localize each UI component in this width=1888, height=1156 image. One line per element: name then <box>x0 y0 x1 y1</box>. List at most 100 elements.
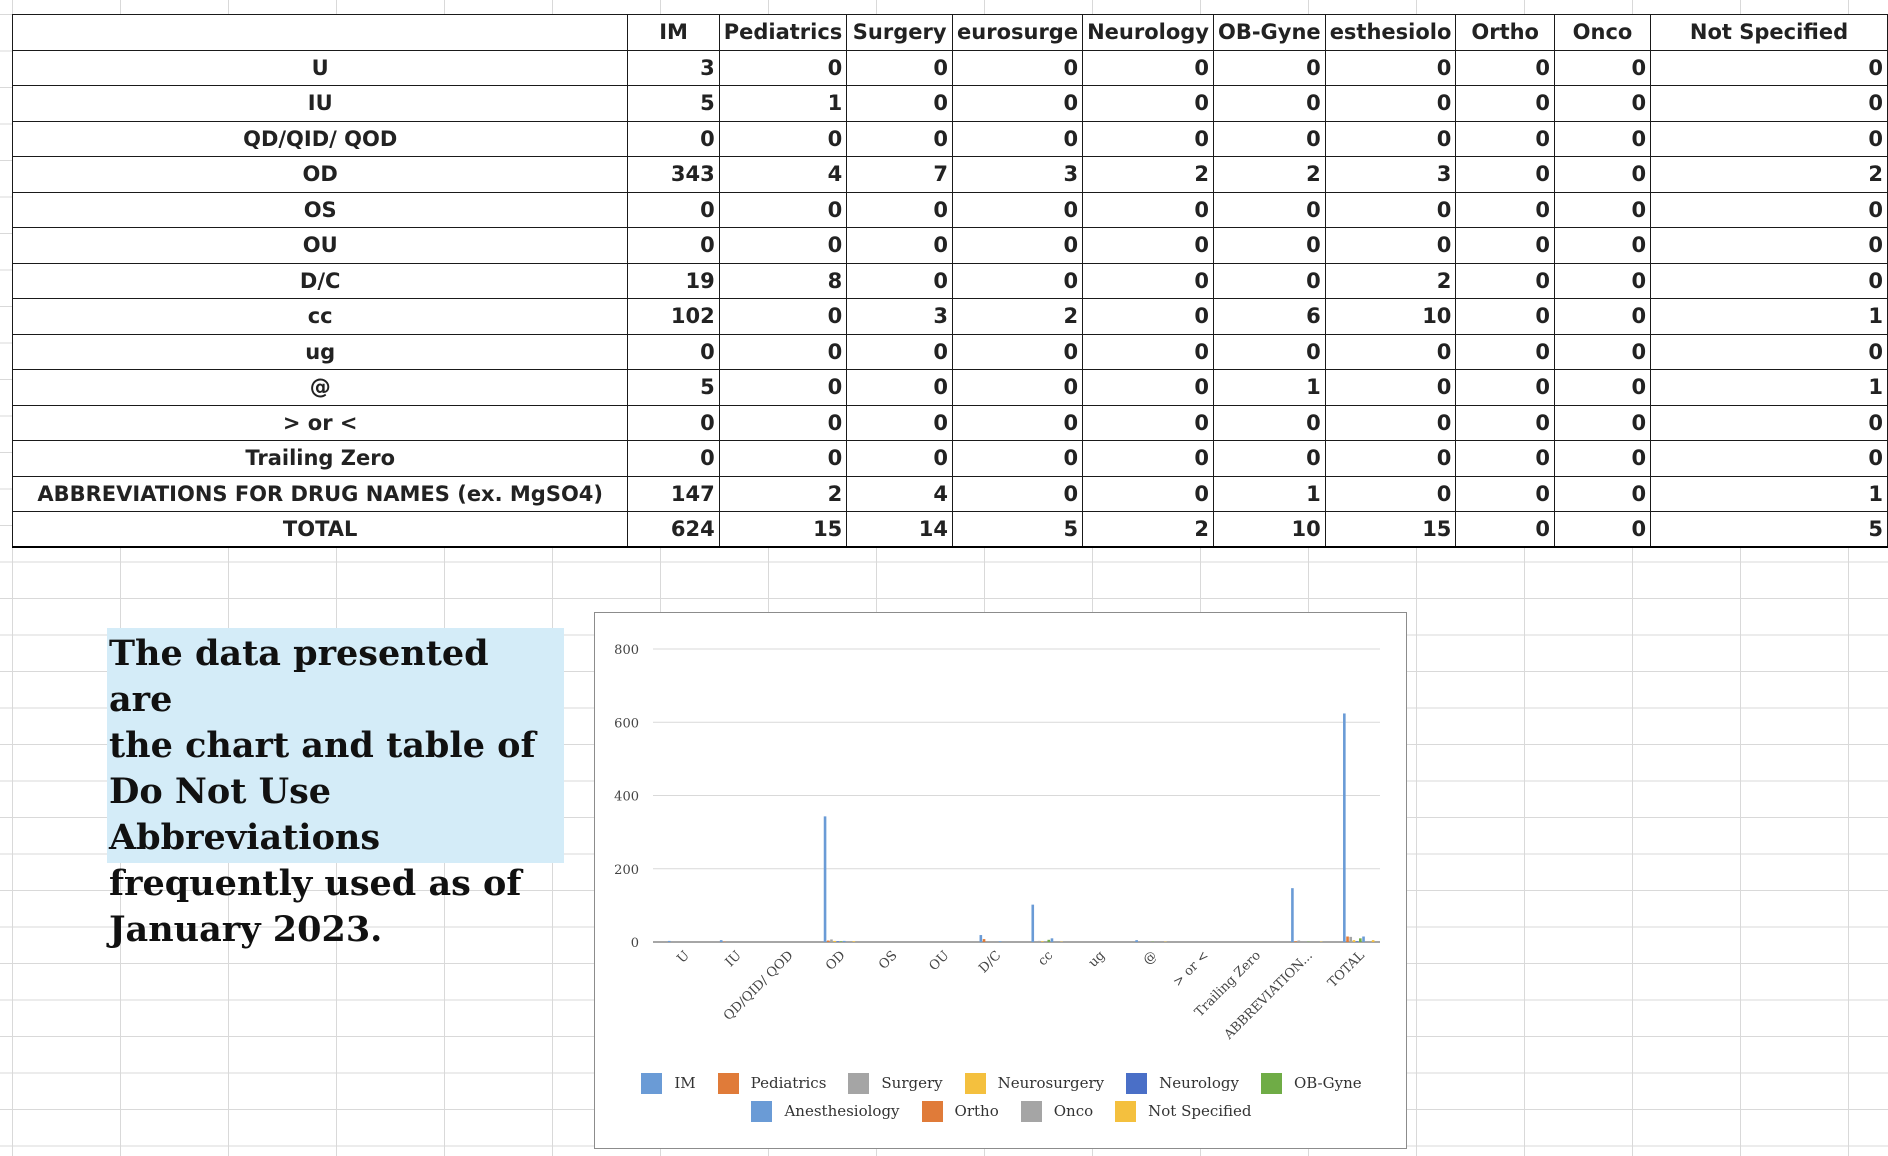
value-cell[interactable]: 0 <box>1553 475 1652 512</box>
column-header[interactable]: Pediatrics <box>718 14 848 51</box>
row-label-cell[interactable]: TOTAL <box>11 511 629 548</box>
note-text-box[interactable]: The data presented are the chart and tab… <box>107 628 564 950</box>
value-cell[interactable]: 1 <box>1650 369 1888 406</box>
value-cell[interactable]: 0 <box>1082 404 1214 441</box>
value-cell[interactable]: 0 <box>846 333 954 370</box>
value-cell[interactable]: 0 <box>1455 404 1555 441</box>
value-cell[interactable]: 0 <box>1553 156 1652 193</box>
value-cell[interactable]: 0 <box>1650 262 1888 299</box>
value-cell[interactable]: 0 <box>1082 298 1214 335</box>
value-cell[interactable]: 0 <box>846 49 954 86</box>
value-cell[interactable]: 0 <box>1553 511 1652 548</box>
value-cell[interactable]: 4 <box>718 156 848 193</box>
value-cell[interactable]: 5 <box>627 369 720 406</box>
row-label-cell[interactable]: cc <box>11 298 629 335</box>
value-cell[interactable]: 0 <box>718 369 848 406</box>
value-cell[interactable]: 0 <box>1553 49 1652 86</box>
value-cell[interactable]: 3 <box>1324 156 1457 193</box>
value-cell[interactable]: 0 <box>1324 475 1457 512</box>
row-label-cell[interactable]: > or < <box>11 404 629 441</box>
value-cell[interactable]: 0 <box>1553 440 1652 477</box>
value-cell[interactable]: 0 <box>952 262 1084 299</box>
value-cell[interactable]: 0 <box>627 227 720 264</box>
column-header[interactable]: Neurology <box>1082 14 1214 51</box>
value-cell[interactable]: 0 <box>718 298 848 335</box>
column-header-blank[interactable] <box>11 14 629 51</box>
value-cell[interactable]: 1 <box>1650 475 1888 512</box>
value-cell[interactable]: 0 <box>1212 404 1326 441</box>
row-label-cell[interactable]: OS <box>11 191 629 228</box>
value-cell[interactable]: 1 <box>1212 475 1326 512</box>
value-cell[interactable]: 5 <box>952 511 1084 548</box>
value-cell[interactable]: 0 <box>1455 85 1555 122</box>
column-header[interactable]: IM <box>627 14 720 51</box>
value-cell[interactable]: 0 <box>846 262 954 299</box>
value-cell[interactable]: 0 <box>1455 49 1555 86</box>
value-cell[interactable]: 102 <box>627 298 720 335</box>
value-cell[interactable]: 0 <box>952 85 1084 122</box>
value-cell[interactable]: 2 <box>1324 262 1457 299</box>
value-cell[interactable]: 2 <box>718 475 848 512</box>
value-cell[interactable]: 0 <box>846 440 954 477</box>
value-cell[interactable]: 0 <box>1455 262 1555 299</box>
value-cell[interactable]: 0 <box>1650 440 1888 477</box>
row-label-cell[interactable]: ug <box>11 333 629 370</box>
value-cell[interactable]: 147 <box>627 475 720 512</box>
value-cell[interactable]: 0 <box>846 404 954 441</box>
value-cell[interactable]: 0 <box>1212 227 1326 264</box>
value-cell[interactable]: 0 <box>1650 227 1888 264</box>
value-cell[interactable]: 0 <box>1082 333 1214 370</box>
value-cell[interactable]: 0 <box>1553 227 1652 264</box>
value-cell[interactable]: 0 <box>1455 156 1555 193</box>
row-label-cell[interactable]: IU <box>11 85 629 122</box>
column-header[interactable]: eurosurge <box>952 14 1084 51</box>
row-label-cell[interactable]: @ <box>11 369 629 406</box>
value-cell[interactable]: 0 <box>718 49 848 86</box>
value-cell[interactable]: 0 <box>1324 333 1457 370</box>
row-label-cell[interactable]: OU <box>11 227 629 264</box>
value-cell[interactable]: 0 <box>1082 369 1214 406</box>
value-cell[interactable]: 0 <box>1455 511 1555 548</box>
value-cell[interactable]: 0 <box>846 85 954 122</box>
value-cell[interactable]: 6 <box>1212 298 1326 335</box>
value-cell[interactable]: 19 <box>627 262 720 299</box>
value-cell[interactable]: 0 <box>1553 333 1652 370</box>
value-cell[interactable]: 10 <box>1324 298 1457 335</box>
value-cell[interactable]: 0 <box>718 440 848 477</box>
value-cell[interactable]: 0 <box>846 369 954 406</box>
value-cell[interactable]: 0 <box>718 120 848 157</box>
value-cell[interactable]: 0 <box>952 227 1084 264</box>
value-cell[interactable]: 0 <box>952 120 1084 157</box>
value-cell[interactable]: 0 <box>846 191 954 228</box>
value-cell[interactable]: 0 <box>1324 369 1457 406</box>
value-cell[interactable]: 0 <box>952 440 1084 477</box>
value-cell[interactable]: 0 <box>1212 49 1326 86</box>
column-header[interactable]: esthesiolo <box>1324 14 1457 51</box>
value-cell[interactable]: 0 <box>627 333 720 370</box>
value-cell[interactable]: 0 <box>952 404 1084 441</box>
value-cell[interactable]: 0 <box>1553 120 1652 157</box>
value-cell[interactable]: 0 <box>1082 262 1214 299</box>
value-cell[interactable]: 5 <box>627 85 720 122</box>
column-header[interactable]: Ortho <box>1455 14 1555 51</box>
value-cell[interactable]: 1 <box>1212 369 1326 406</box>
value-cell[interactable]: 8 <box>718 262 848 299</box>
value-cell[interactable]: 0 <box>1455 440 1555 477</box>
value-cell[interactable]: 0 <box>627 191 720 228</box>
value-cell[interactable]: 0 <box>1212 333 1326 370</box>
value-cell[interactable]: 0 <box>1082 475 1214 512</box>
value-cell[interactable]: 0 <box>1553 369 1652 406</box>
value-cell[interactable]: 0 <box>1324 440 1457 477</box>
row-label-cell[interactable]: QD/QID/ QOD <box>11 120 629 157</box>
value-cell[interactable]: 10 <box>1212 511 1326 548</box>
value-cell[interactable]: 0 <box>1455 298 1555 335</box>
value-cell[interactable]: 15 <box>718 511 848 548</box>
value-cell[interactable]: 0 <box>952 369 1084 406</box>
value-cell[interactable]: 14 <box>846 511 954 548</box>
value-cell[interactable]: 0 <box>1650 404 1888 441</box>
value-cell[interactable]: 7 <box>846 156 954 193</box>
value-cell[interactable]: 0 <box>1553 85 1652 122</box>
value-cell[interactable]: 0 <box>1324 404 1457 441</box>
value-cell[interactable]: 0 <box>1455 333 1555 370</box>
value-cell[interactable]: 0 <box>1212 262 1326 299</box>
